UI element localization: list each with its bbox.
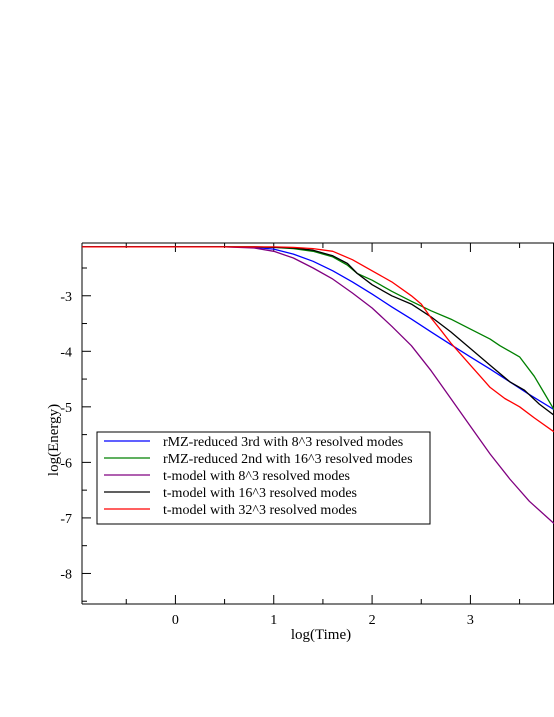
- y-tick-label: -3: [60, 290, 72, 305]
- x-tick-label: 2: [369, 613, 376, 628]
- legend-label-4: t-model with 16^3 resolved modes: [163, 486, 357, 501]
- legend-box: [96, 431, 431, 525]
- y-tick-label: -5: [60, 401, 72, 416]
- legend-items: rMZ-reduced 3rd with 8^3 resolved modes r…: [104, 435, 413, 518]
- y-axis-label: log(Energy): [46, 404, 62, 476]
- series-line-3: [82, 246, 554, 524]
- y-tick-label: -8: [60, 567, 72, 582]
- tick-labels: 0 1 2 3 -3 -4 -5 -6 -7 -8: [60, 290, 474, 628]
- x-axis-label: log(Time): [291, 627, 351, 643]
- series-lines: [82, 246, 554, 524]
- x-tick-label: 0: [172, 613, 179, 628]
- x-tick-label: 3: [467, 613, 474, 628]
- legend-label-1: rMZ-reduced 3rd with 8^3 resolved modes: [163, 435, 403, 450]
- y-tick-label: -4: [60, 345, 72, 360]
- x-tick-label: 1: [270, 613, 277, 628]
- y-tick-label: -7: [60, 512, 72, 527]
- y-tick-label: -6: [60, 456, 72, 471]
- legend-label-2: rMZ-reduced 2nd with 16^3 resolved modes: [163, 452, 413, 467]
- series-line-2: [82, 246, 554, 410]
- legend-label-3: t-model with 8^3 resolved modes: [163, 469, 350, 484]
- series-line-4: [82, 246, 554, 416]
- axis-ticks: [82, 243, 521, 604]
- plot-frame: [81, 242, 554, 605]
- series-line-1: [82, 246, 554, 411]
- legend: rMZ-reduced 3rd with 8^3 resolved modes r…: [96, 431, 431, 525]
- series-line-5: [82, 246, 554, 433]
- legend-label-5: t-model with 32^3 resolved modes: [163, 503, 357, 518]
